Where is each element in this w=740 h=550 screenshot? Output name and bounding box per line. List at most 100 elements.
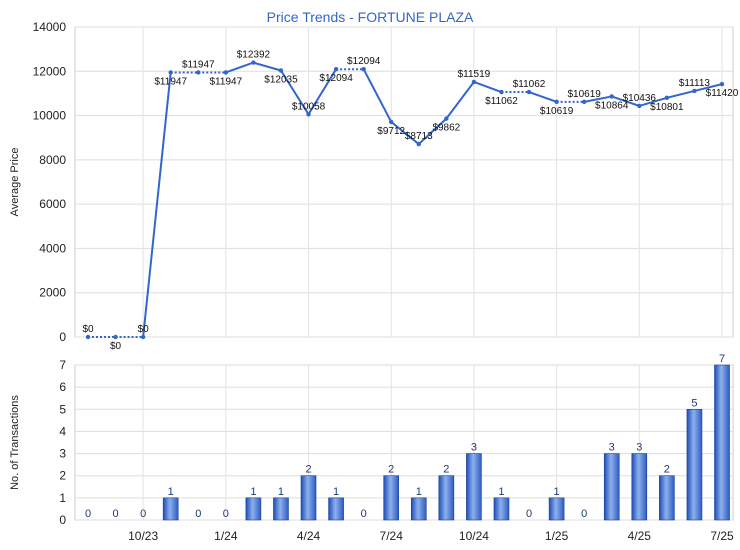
transaction-bar-label: 0 (223, 508, 229, 520)
transaction-bar (686, 408, 703, 521)
x-tick-label: 7/25 (710, 529, 734, 543)
price-point (333, 67, 339, 72)
price-point (223, 70, 229, 75)
price-line-segment (390, 121, 420, 145)
price-line-segment (639, 96, 668, 107)
price-y-axis-label: Average Price (9, 148, 21, 217)
price-plot-frame (74, 26, 734, 338)
price-line-segment (142, 72, 172, 338)
transaction-bar (328, 497, 344, 521)
transaction-bar (300, 475, 317, 521)
transaction-bar (273, 497, 289, 521)
transaction-bar (493, 497, 510, 521)
x-tick-label: 4/24 (297, 529, 321, 543)
price-data-label: $8713 (405, 131, 433, 142)
price-data-label: $11947 (182, 59, 215, 70)
transactions-y-axis-label: No. of Transactions (9, 395, 21, 490)
transaction-bar-label: 0 (113, 508, 119, 520)
x-tick-label: 1/25 (545, 529, 569, 543)
price-data-label: $12094 (319, 73, 353, 84)
price-y-tick-label: 4000 (39, 241, 66, 255)
price-point (637, 103, 642, 109)
transaction-bar-label: 7 (719, 353, 725, 365)
price-line-segment (362, 68, 393, 123)
transaction-bar-label: 0 (140, 508, 146, 520)
price-point (499, 89, 504, 95)
transaction-bar-label: 3 (636, 442, 642, 454)
price-data-label: $10619 (540, 106, 574, 117)
price-data-label: $10864 (595, 100, 629, 111)
price-point (306, 112, 311, 117)
transactions-y-tick-label: 4 (59, 424, 66, 438)
price-y-tick-label: 8000 (39, 153, 66, 167)
transaction-bar-label: 3 (471, 442, 477, 454)
price-point (416, 141, 421, 147)
price-point (168, 70, 173, 75)
price-data-label: $11947 (154, 76, 187, 87)
price-data-label: $12094 (347, 56, 381, 67)
price-y-tick-label: 14000 (33, 20, 67, 34)
transaction-bar-label: 0 (526, 508, 532, 520)
price-data-label: $11113 (679, 78, 711, 89)
transaction-bar (548, 497, 565, 521)
price-data-label: $11062 (485, 96, 518, 107)
price-data-label: $11420 (706, 88, 739, 99)
x-tick-label: 4/25 (628, 529, 652, 543)
chart-title: Price Trends - FORTUNE PLAZA (267, 9, 474, 25)
transaction-bar-label: 0 (581, 508, 587, 520)
price-point (196, 70, 201, 75)
price-point (444, 116, 449, 121)
price-data-label: $10436 (623, 93, 657, 104)
transaction-bar-label: 1 (250, 486, 256, 498)
transactions-y-tick-label: 1 (59, 491, 66, 505)
price-point (526, 89, 532, 95)
transaction-bar (466, 453, 482, 521)
transaction-bar-label: 2 (664, 464, 670, 476)
price-point (609, 94, 614, 99)
price-data-label: $12035 (264, 75, 298, 86)
transaction-bar-label: 2 (388, 464, 394, 476)
price-y-tick-label: 6000 (39, 197, 66, 211)
price-data-label: $12392 (237, 50, 271, 61)
price-point (251, 60, 256, 65)
price-point (361, 67, 366, 72)
transactions-y-tick-label: 5 (59, 402, 66, 416)
x-tick-label: 7/24 (380, 529, 404, 543)
price-line-segment (611, 95, 640, 107)
price-line-segment (418, 117, 448, 145)
price-point (664, 95, 670, 101)
price-data-label: $0 (138, 324, 150, 335)
x-tick-label: 1/24 (214, 529, 238, 543)
transactions-y-tick-label: 7 (59, 358, 66, 372)
transaction-bar-label: 1 (416, 486, 422, 498)
price-plot: 0 2000 4000 6000 8000 10000 12000 14000 Average … (9, 20, 739, 352)
transaction-bar (438, 475, 455, 521)
price-data-label: $11947 (210, 76, 243, 87)
price-data-label: $10619 (567, 89, 601, 100)
price-data-label: $11519 (458, 69, 491, 80)
price-point (554, 99, 559, 105)
price-line-segment (445, 81, 475, 120)
transaction-bar-label: 2 (443, 464, 449, 476)
transaction-bar (659, 475, 675, 521)
price-data-label: $11062 (513, 79, 546, 90)
transactions-plot: 0 1 2 3 4 5 6 7 10/23 1/24 4/24 7/24 10/24 1/25 4/25 7/… (9, 353, 734, 543)
price-line-segment (473, 80, 502, 93)
transactions-y-tick-label: 3 (59, 447, 66, 461)
price-point (113, 334, 118, 340)
transactions-y-tick-label: 6 (59, 380, 66, 394)
price-data-label: $9712 (377, 126, 405, 137)
transaction-bar-label: 1 (278, 486, 284, 498)
price-line-segment (528, 91, 557, 103)
price-line-segment (583, 95, 612, 103)
transaction-bar-label: 5 (691, 397, 697, 409)
price-point (140, 334, 146, 340)
price-line-segment (694, 83, 723, 92)
price-point (389, 119, 394, 125)
price-y-tick-label: 2000 (39, 286, 66, 300)
price-point (278, 68, 284, 73)
transaction-bar-label: 2 (305, 464, 311, 476)
transaction-bar-label: 1 (554, 486, 560, 498)
